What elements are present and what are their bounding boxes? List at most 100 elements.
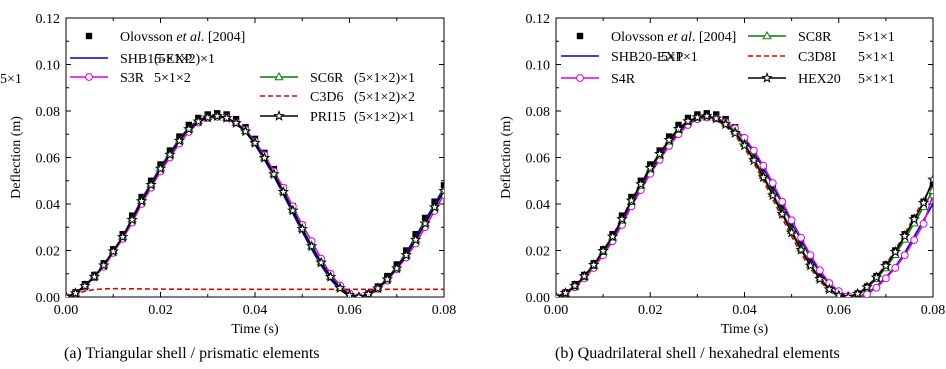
legend-sc8r-label: SC8R: [798, 30, 832, 45]
series-hex20-point: [738, 139, 751, 151]
series-pri15-point: [315, 256, 327, 268]
series-pri15-point: [135, 195, 148, 207]
y-axis-label: Deflection (m): [9, 116, 24, 199]
caption-b: (b) Quadrilateral shell / hexahedral ele…: [555, 345, 840, 362]
x-tick-label: 0.02: [638, 303, 663, 318]
y-tick-label: 0.10: [36, 59, 61, 74]
series-pri15-point: [183, 123, 195, 135]
legend-sc6r-label: SC6R: [310, 71, 344, 86]
series-pri15-point: [239, 125, 252, 137]
caption-a: (a) Triangular shell / prismatic element…: [64, 345, 320, 362]
series-hex20-point: [880, 259, 892, 271]
legend-s3r-mesh: 5×1×2: [154, 71, 191, 86]
legend-shb20-exp-label: SHB20-EXP: [611, 50, 684, 65]
series-s4r-point: [759, 161, 768, 170]
series-pri15-point: [69, 287, 82, 297]
y-tick-label: 0.12: [36, 12, 61, 27]
series-pri15-point: [334, 282, 346, 294]
legend: Olovsson et al. [2004]SHB20-EXP5×1×1S4R5…: [0, 30, 895, 87]
series-hex20-point: [804, 259, 817, 271]
y-tick-label: 0.04: [526, 198, 551, 213]
legend-hex20-label: HEX20: [798, 72, 841, 87]
series-hex20-point: [597, 244, 609, 256]
legend: Olovsson et al. [2004]SHB15-EXP(5×1×2)×1…: [70, 30, 415, 125]
series-hex20-point: [870, 271, 883, 283]
legend-c3d8i-label: C3D8I: [798, 50, 836, 65]
chart-b: 0.00 0.02 0.04 0.06 0.08 0.00 0.02 0.04 0.06 0.08…: [0, 12, 945, 337]
series-s4r-point: [768, 179, 777, 187]
series-hex20-point: [606, 230, 619, 242]
legend-s4r-label: S4R: [611, 72, 636, 87]
series-hex20-point: [616, 213, 628, 225]
series-pri15-point: [419, 217, 431, 229]
series-pri15-point: [79, 280, 91, 291]
series-s4r-point: [797, 233, 805, 242]
legend-sc6r-marker: [274, 71, 284, 81]
y-tick-label: 0.12: [526, 12, 551, 27]
series-hex20-point: [767, 189, 779, 201]
series-hex20-point: [908, 213, 920, 225]
series-hex20-point: [861, 281, 873, 293]
series-hex20-point: [842, 290, 854, 297]
legend-c3d6-label: C3D6: [310, 90, 343, 105]
series-pri15-point: [173, 134, 186, 146]
series-hex20-point: [644, 161, 657, 173]
y-tick-label: 0.02: [526, 245, 551, 260]
series-hex20-point: [889, 245, 902, 257]
series-pri15-point: [268, 168, 280, 180]
series-pri15-point: [98, 259, 110, 271]
y-tick-label: 0.04: [36, 198, 61, 213]
series-pri15-point: [400, 249, 412, 261]
series-hex20-point: [682, 115, 694, 127]
chart-a: 0.00 0.02 0.04 0.06 0.08 0.00 0.02 0.04 0.06 0.08…: [9, 12, 456, 337]
y-tick-label: 0.08: [526, 105, 551, 120]
series-hex20-point: [569, 279, 581, 291]
series-pri15-point: [66, 290, 72, 297]
legend-hex20-mesh: 5×1×1: [858, 72, 895, 87]
series-pri15-point: [381, 273, 394, 285]
legend-shb15-exp-label: SHB15-EXP: [120, 52, 193, 67]
series-s4r-point: [787, 216, 796, 225]
series-s4r-point: [881, 274, 890, 283]
series-hex20-point: [719, 118, 732, 130]
series-pri15-point: [428, 201, 441, 213]
series-pri15-point: [296, 223, 309, 235]
legend-shb15-exp-mesh: (5×1×2)×1: [154, 52, 215, 67]
series-hex20-point: [757, 171, 770, 183]
series-hex20-point: [785, 226, 798, 238]
series-pri15-point: [305, 240, 318, 252]
series-pri15-point: [211, 110, 223, 122]
series-pri15-point: [324, 270, 337, 282]
y-tick-label: 0.00: [36, 291, 61, 306]
legend-shb20-exp-mesh: 5×1×1: [661, 50, 698, 65]
legend-olovsson-label: Olovsson et al. [2004]: [611, 30, 736, 45]
y-tick-label: 0.00: [526, 291, 551, 306]
series-hex20-point: [587, 258, 600, 270]
x-axis-label: Time (s): [721, 322, 769, 337]
series-hex20-point: [898, 230, 911, 241]
legend-s4r-marker: [576, 74, 584, 82]
series-pri15-point: [409, 233, 422, 245]
series-hex20-point: [559, 286, 572, 297]
legend-c3d8i-mesh: 5×1×1: [858, 50, 895, 65]
series-pri15-point: [438, 184, 444, 196]
series-hex20-point: [672, 122, 685, 134]
legend-pri15-mesh: (5×1×2)×1: [354, 110, 415, 125]
series-s4r-point: [919, 219, 928, 228]
x-tick-label: 0.06: [337, 303, 362, 318]
x-axis-label: Time (s): [231, 322, 279, 337]
series-pri15-point: [192, 115, 205, 127]
series-olovsson-point: [779, 203, 786, 210]
legend-c3d6-mesh: (5×1×2)×2: [354, 90, 415, 105]
x-tick-label: 0.02: [148, 303, 173, 318]
series-group: [66, 110, 444, 297]
series-pri15-point: [372, 282, 384, 294]
series-pri15-point: [126, 213, 138, 225]
series-s4r-point: [816, 266, 824, 275]
series-hex20-point: [795, 243, 807, 255]
series-pri15-point: [201, 111, 214, 123]
series-hex20-point: [917, 196, 930, 208]
series-hex20-point: [729, 127, 741, 138]
legend-pri15-marker: [273, 109, 285, 121]
